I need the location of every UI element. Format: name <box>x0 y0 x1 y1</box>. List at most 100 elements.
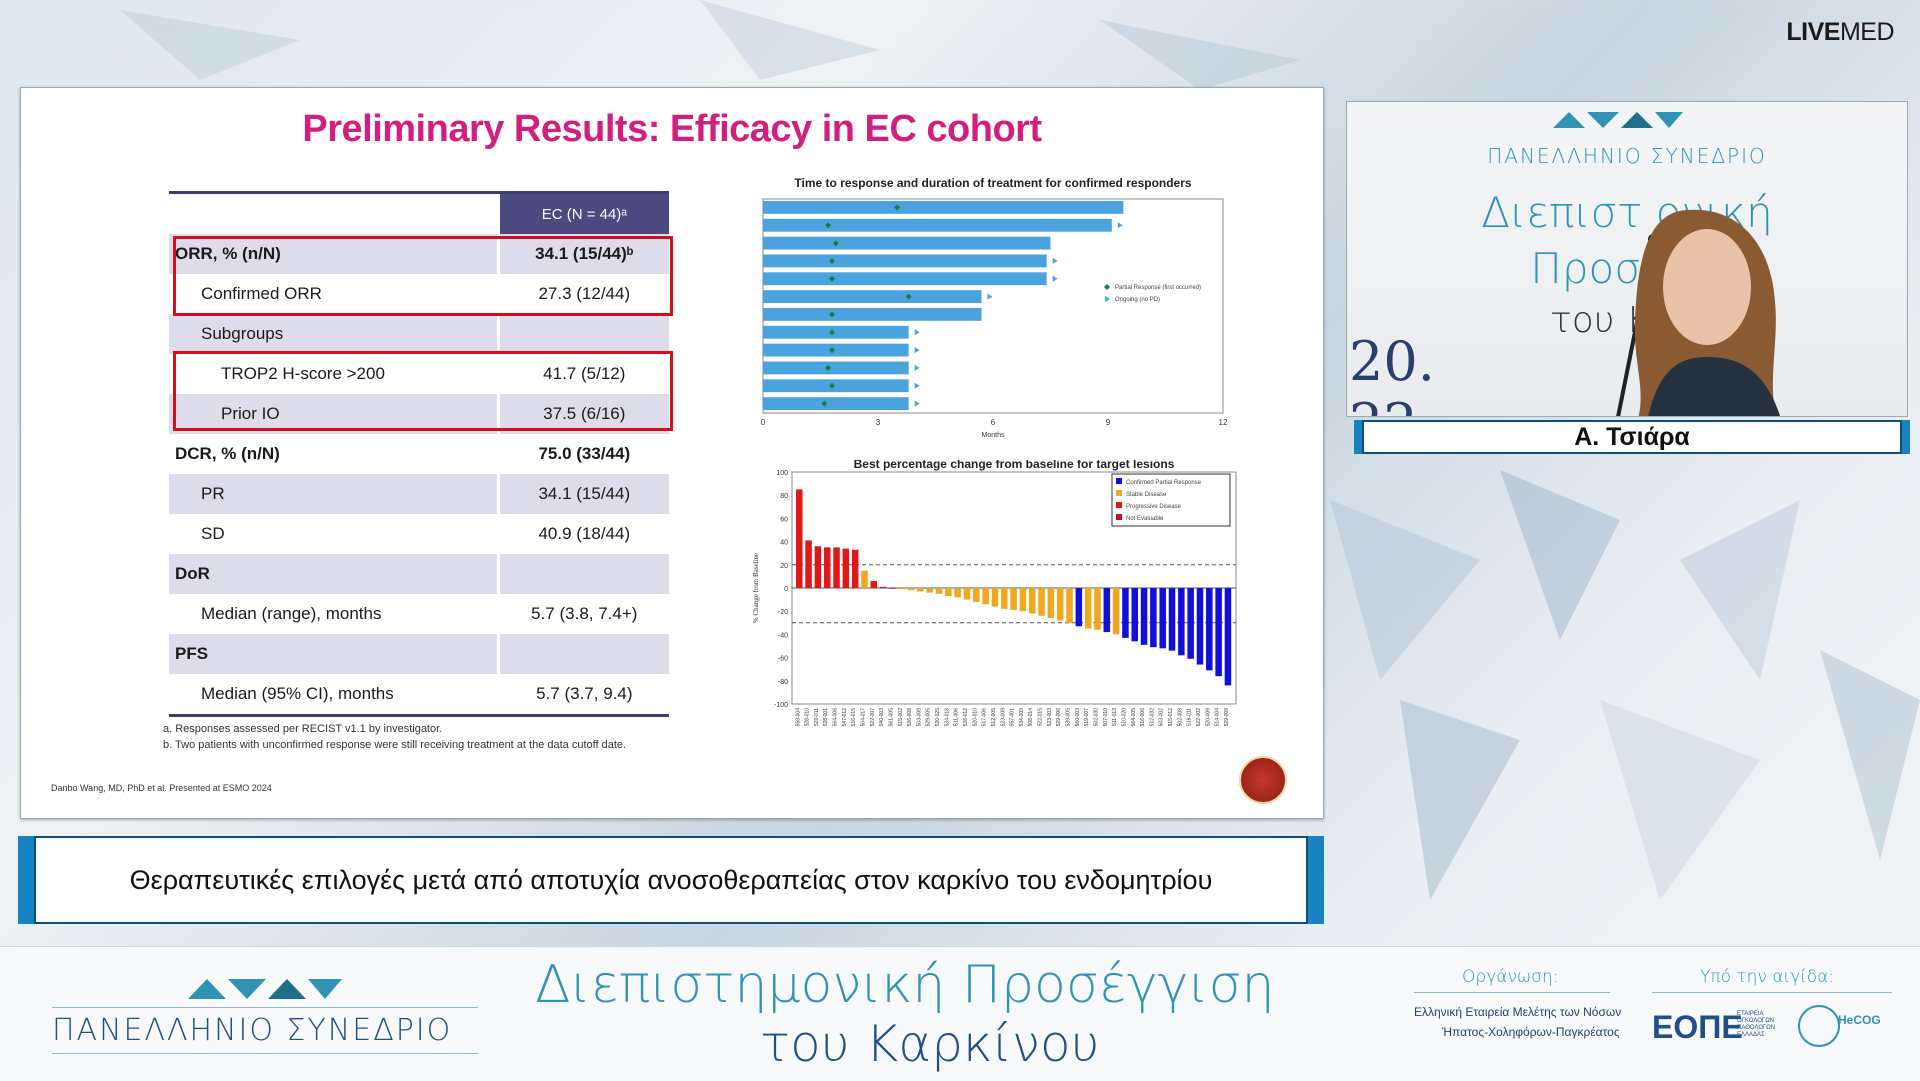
x-tick-label: 526-008 <box>907 708 913 727</box>
waterfall-bar <box>1178 588 1185 656</box>
legend-swatch <box>1116 502 1122 508</box>
response-marker <box>821 400 828 407</box>
ongoing-marker <box>1052 275 1058 282</box>
waterfall-bar <box>1028 588 1036 614</box>
plot-frame <box>762 198 1224 414</box>
conference-title: Διεπιστημονική Προσέγγιση <box>535 955 1275 1015</box>
x-tick-label: 517-006 <box>982 708 988 727</box>
table-row: PR 34.1 (15/44) <box>169 474 669 514</box>
duration-bar <box>763 397 909 410</box>
x-tick-label: 520-009 <box>1205 708 1211 727</box>
waterfall-bar <box>1084 588 1092 629</box>
x-tick-label: 520-010 <box>972 708 978 727</box>
table-row: DoR <box>169 554 669 594</box>
waterfall-bar <box>935 588 943 594</box>
waterfall-bar <box>1150 588 1157 648</box>
y-tick-label: 80 <box>780 493 788 500</box>
table-row: ORR, % (n/N) 34.1 (15/44)ᵇ <box>169 234 669 274</box>
table-row: Prior IO 37.5 (6/16) <box>169 394 669 434</box>
x-tick-label: 523-009 <box>1000 708 1006 727</box>
y-tick-label: 60 <box>780 516 788 523</box>
x-tick-label: 511-006 <box>954 708 960 726</box>
x-tick-label: 560-003 <box>1075 708 1081 727</box>
table-header-row: EC (N = 44)ᵃ <box>169 191 669 234</box>
x-tick-label: 516-006 <box>1140 708 1146 727</box>
x-tick-label: 564-006 <box>833 708 839 727</box>
legend-swatch <box>1116 478 1122 484</box>
livemed-logo: LIVEMED <box>1786 18 1894 46</box>
waterfall-bar <box>1196 588 1204 665</box>
x-tick-label: 528-001 <box>823 708 829 727</box>
x-tick-label: 529-009 <box>1224 708 1230 727</box>
waterfall-bar <box>1075 588 1083 627</box>
duration-bar <box>763 272 1047 286</box>
x-tick-label: 504-017 <box>860 708 866 727</box>
footnote-a: a. Responses assessed per RECIST v1.1 by… <box>163 723 443 735</box>
backdrop-date: 22 <box>1349 392 1418 416</box>
legend-label: Confirmed Partial Response <box>1126 480 1202 486</box>
x-tick-label: 529-006 <box>1056 708 1062 727</box>
x-tick-label: 520-025 <box>935 708 941 727</box>
x-tick-label: 520-011 <box>814 708 820 726</box>
y-tick-label: 20 <box>780 563 788 570</box>
waterfall-bar <box>1224 588 1232 686</box>
background-pattern <box>120 0 1920 900</box>
x-tick-label: 528-012 <box>963 708 969 727</box>
waterfall-bar <box>1103 588 1111 633</box>
response-marker <box>829 311 835 318</box>
waterfall-bar <box>907 588 915 591</box>
waterfall-bar <box>1056 588 1064 621</box>
lecture-caption: Θεραπευτικές επιλογές μετά από αποτυχία … <box>18 836 1324 924</box>
response-marker <box>825 222 832 229</box>
waterfall-bar <box>823 547 831 588</box>
conference-logo-icon <box>188 979 342 999</box>
x-tick-label: 528-010 <box>805 708 811 727</box>
x-tick-label: 534-018 <box>944 708 950 727</box>
legend-label: Ongoing (no PD) <box>1115 297 1160 303</box>
x-tick-label: 12 <box>1219 418 1228 427</box>
y-tick-label: 100 <box>776 470 788 477</box>
results-table: EC (N = 44)ᵃ ORR, % (n/N) 34.1 (15/44)ᵇ C… <box>169 191 669 717</box>
ongoing-marker <box>914 347 920 354</box>
duration-bar <box>763 218 1112 232</box>
x-tick-label: 508-014 <box>1028 708 1034 727</box>
waterfall-bar <box>1001 588 1008 609</box>
ongoing-marker <box>914 400 920 407</box>
waterfall-bar <box>833 547 840 588</box>
organizer-name: Ήπατος-Χοληφόρων-Παγκρέατος <box>1442 1025 1620 1039</box>
response-marker <box>829 382 835 389</box>
eope-logo-text: ΕΤΑΙΡΕΙΑ ΟΓΚΟΛΟΓΩΝ ΠΑΘΟΛΟΓΩΝ ΕΛΛΑΔΑΣ <box>1737 1011 1776 1038</box>
table-row: DCR, % (n/N) 75.0 (33/44) <box>169 434 669 474</box>
duration-bar <box>763 379 909 393</box>
column-header: EC (N = 44)ᵃ <box>496 191 669 234</box>
response-marker <box>829 347 835 354</box>
duration-bar <box>763 343 909 357</box>
x-tick-label: 9 <box>1106 418 1111 427</box>
legend-label: Stable Disease <box>1126 492 1167 498</box>
table-row: Confirmed ORR 27.3 (12/44) <box>169 274 669 314</box>
response-marker <box>829 257 835 264</box>
table-row: PFS <box>169 634 669 674</box>
duration-bar <box>763 254 1047 268</box>
y-tick-label: -20 <box>778 609 788 616</box>
footer-banner: ΠΑΝΕΛΛΗΝΙΟ ΣΥΝΕΔΡΙΟ Διεπιστημονική Προσέ… <box>0 946 1920 1081</box>
x-tick-label: 561-005 <box>888 708 894 727</box>
highlight-box-orr <box>173 236 673 316</box>
waterfall-bar <box>1187 588 1194 659</box>
waterfall-bar <box>917 588 924 592</box>
x-tick-label: 502-008 <box>1177 708 1183 727</box>
x-tick-label: 540-003 <box>879 708 885 727</box>
x-tick-label: 514-004 <box>1215 708 1221 727</box>
duration-bar <box>763 290 982 303</box>
waterfall-bar <box>954 588 961 598</box>
duration-bar <box>763 308 982 321</box>
waterfall-bar <box>945 588 952 597</box>
y-tick-label: 40 <box>780 540 788 547</box>
legend-label: Not Evaluable <box>1126 516 1164 522</box>
ongoing-marker <box>914 382 920 389</box>
conference-logo-icon <box>1553 112 1683 128</box>
waterfall-bar <box>1159 588 1166 649</box>
conference-subtitle: του Καρκίνου <box>760 1015 1100 1073</box>
waterfall-bar <box>1131 588 1139 642</box>
x-tick-label: 502-030 <box>1093 708 1099 727</box>
